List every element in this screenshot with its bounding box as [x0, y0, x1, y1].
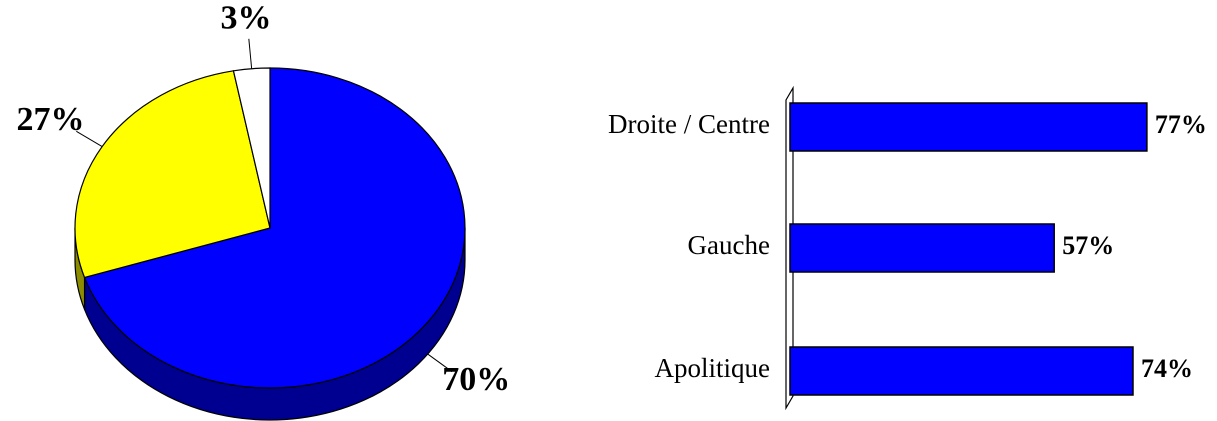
- bar: [789, 102, 1148, 152]
- data-label: 57%: [1062, 231, 1114, 260]
- pie-slice: [83, 67, 466, 389]
- data-label: 74%: [1141, 354, 1193, 383]
- y-tick-label: Apolitique: [655, 353, 771, 383]
- pie-slice: [74, 70, 271, 279]
- y-tick-label: Gauche: [688, 230, 770, 260]
- data-label: 27%: [17, 101, 85, 138]
- leader-line: [76, 130, 103, 147]
- y-tick-label: Droite / Centre: [608, 109, 770, 139]
- leader-line: [427, 353, 453, 373]
- data-label: 77%: [1155, 110, 1207, 139]
- bar: [789, 346, 1134, 396]
- leader-line: [248, 38, 253, 69]
- bar: [789, 223, 1055, 273]
- data-label: 3%: [221, 0, 272, 37]
- data-label: 70%: [442, 361, 510, 398]
- pie-slice: [232, 67, 271, 229]
